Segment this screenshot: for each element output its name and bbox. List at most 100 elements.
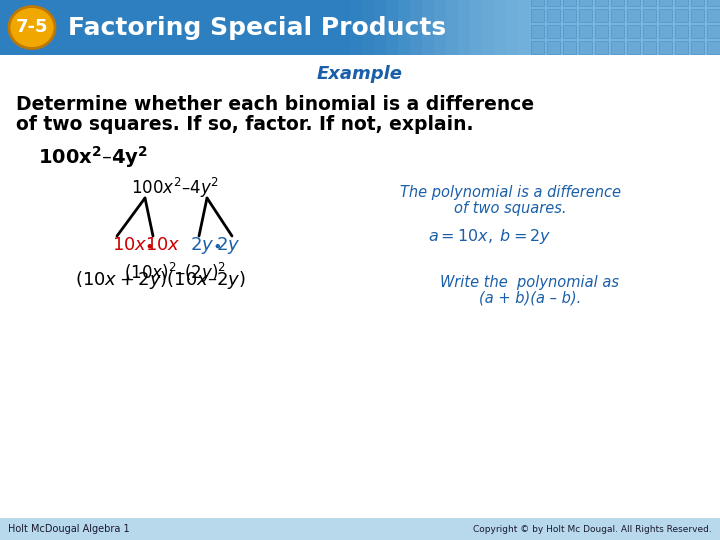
Text: $\bullet$: $\bullet$ bbox=[212, 238, 220, 253]
Text: $(10x)^2 – (2y)^2$: $(10x)^2 – (2y)^2$ bbox=[124, 261, 226, 285]
FancyBboxPatch shape bbox=[554, 0, 720, 55]
Text: $100x^2 – 4y^2$: $100x^2 – 4y^2$ bbox=[131, 176, 219, 200]
FancyBboxPatch shape bbox=[531, 41, 544, 54]
FancyBboxPatch shape bbox=[691, 25, 704, 38]
FancyBboxPatch shape bbox=[643, 0, 656, 6]
FancyBboxPatch shape bbox=[659, 9, 672, 22]
FancyBboxPatch shape bbox=[422, 0, 720, 55]
FancyBboxPatch shape bbox=[547, 41, 560, 54]
FancyBboxPatch shape bbox=[643, 9, 656, 22]
FancyBboxPatch shape bbox=[531, 9, 544, 22]
FancyBboxPatch shape bbox=[691, 41, 704, 54]
FancyBboxPatch shape bbox=[707, 41, 720, 54]
Text: (a + b)(a – b).: (a + b)(a – b). bbox=[479, 291, 581, 306]
FancyBboxPatch shape bbox=[579, 41, 592, 54]
FancyBboxPatch shape bbox=[643, 41, 656, 54]
FancyBboxPatch shape bbox=[650, 0, 720, 55]
Text: $10x$: $10x$ bbox=[112, 236, 148, 254]
FancyBboxPatch shape bbox=[707, 0, 720, 6]
FancyBboxPatch shape bbox=[691, 0, 704, 6]
Text: Determine whether each binomial is a difference: Determine whether each binomial is a dif… bbox=[16, 96, 534, 114]
FancyBboxPatch shape bbox=[386, 0, 720, 55]
FancyBboxPatch shape bbox=[531, 0, 544, 6]
FancyBboxPatch shape bbox=[611, 41, 624, 54]
FancyBboxPatch shape bbox=[627, 0, 640, 6]
FancyBboxPatch shape bbox=[698, 0, 720, 55]
FancyBboxPatch shape bbox=[707, 25, 720, 38]
FancyBboxPatch shape bbox=[626, 0, 720, 55]
Text: $a = 10x,\;  b = 2y$: $a = 10x,\; b = 2y$ bbox=[428, 226, 552, 246]
FancyBboxPatch shape bbox=[362, 0, 720, 55]
FancyBboxPatch shape bbox=[494, 0, 720, 55]
FancyBboxPatch shape bbox=[0, 0, 720, 55]
FancyBboxPatch shape bbox=[518, 0, 720, 55]
FancyBboxPatch shape bbox=[458, 0, 720, 55]
FancyBboxPatch shape bbox=[611, 0, 624, 6]
FancyBboxPatch shape bbox=[659, 41, 672, 54]
FancyBboxPatch shape bbox=[446, 0, 720, 55]
FancyBboxPatch shape bbox=[611, 9, 624, 22]
Text: The polynomial is a difference: The polynomial is a difference bbox=[400, 185, 621, 199]
FancyBboxPatch shape bbox=[611, 25, 624, 38]
FancyBboxPatch shape bbox=[398, 0, 720, 55]
Text: of two squares.: of two squares. bbox=[454, 200, 566, 215]
FancyBboxPatch shape bbox=[627, 41, 640, 54]
FancyBboxPatch shape bbox=[595, 25, 608, 38]
Text: $(10x + 2y)(10x – 2y)$: $(10x + 2y)(10x – 2y)$ bbox=[75, 269, 246, 291]
FancyBboxPatch shape bbox=[659, 25, 672, 38]
FancyBboxPatch shape bbox=[578, 0, 720, 55]
FancyBboxPatch shape bbox=[374, 0, 720, 55]
FancyBboxPatch shape bbox=[434, 0, 720, 55]
FancyBboxPatch shape bbox=[659, 0, 672, 6]
FancyBboxPatch shape bbox=[566, 0, 720, 55]
FancyBboxPatch shape bbox=[662, 0, 720, 55]
Text: $\bullet$: $\bullet$ bbox=[143, 238, 153, 253]
Text: of two squares. If so, factor. If not, explain.: of two squares. If so, factor. If not, e… bbox=[16, 116, 474, 134]
FancyBboxPatch shape bbox=[638, 0, 720, 55]
FancyBboxPatch shape bbox=[595, 0, 608, 6]
Text: Factoring Special Products: Factoring Special Products bbox=[68, 16, 446, 39]
FancyBboxPatch shape bbox=[675, 0, 688, 6]
Text: $\bf{100x^2}$$\bf{ – 4y^2}$: $\bf{100x^2}$$\bf{ – 4y^2}$ bbox=[38, 144, 148, 170]
Ellipse shape bbox=[9, 6, 55, 49]
FancyBboxPatch shape bbox=[675, 9, 688, 22]
FancyBboxPatch shape bbox=[674, 0, 720, 55]
FancyBboxPatch shape bbox=[563, 9, 576, 22]
FancyBboxPatch shape bbox=[643, 25, 656, 38]
FancyBboxPatch shape bbox=[506, 0, 720, 55]
FancyBboxPatch shape bbox=[627, 25, 640, 38]
FancyBboxPatch shape bbox=[470, 0, 720, 55]
FancyBboxPatch shape bbox=[579, 9, 592, 22]
FancyBboxPatch shape bbox=[547, 0, 560, 6]
Text: Example: Example bbox=[317, 65, 403, 83]
FancyBboxPatch shape bbox=[547, 9, 560, 22]
Text: $2y$: $2y$ bbox=[216, 234, 240, 255]
FancyBboxPatch shape bbox=[579, 0, 592, 6]
FancyBboxPatch shape bbox=[547, 25, 560, 38]
FancyBboxPatch shape bbox=[530, 0, 720, 55]
FancyBboxPatch shape bbox=[531, 25, 544, 38]
Text: Copyright © by Holt Mc Dougal. All Rights Reserved.: Copyright © by Holt Mc Dougal. All Right… bbox=[473, 524, 712, 534]
FancyBboxPatch shape bbox=[595, 9, 608, 22]
FancyBboxPatch shape bbox=[614, 0, 720, 55]
FancyBboxPatch shape bbox=[675, 25, 688, 38]
FancyBboxPatch shape bbox=[482, 0, 720, 55]
Text: Holt McDougal Algebra 1: Holt McDougal Algebra 1 bbox=[8, 524, 130, 534]
FancyBboxPatch shape bbox=[686, 0, 720, 55]
FancyBboxPatch shape bbox=[0, 518, 720, 540]
FancyBboxPatch shape bbox=[627, 9, 640, 22]
FancyBboxPatch shape bbox=[707, 9, 720, 22]
FancyBboxPatch shape bbox=[410, 0, 720, 55]
FancyBboxPatch shape bbox=[563, 0, 576, 6]
Text: $10x$: $10x$ bbox=[145, 236, 181, 254]
FancyBboxPatch shape bbox=[590, 0, 720, 55]
FancyBboxPatch shape bbox=[602, 0, 720, 55]
FancyBboxPatch shape bbox=[675, 41, 688, 54]
FancyBboxPatch shape bbox=[563, 41, 576, 54]
Text: 7-5: 7-5 bbox=[16, 18, 48, 37]
FancyBboxPatch shape bbox=[542, 0, 720, 55]
FancyBboxPatch shape bbox=[563, 25, 576, 38]
FancyBboxPatch shape bbox=[595, 41, 608, 54]
Text: Write the  polynomial as: Write the polynomial as bbox=[441, 274, 619, 289]
FancyBboxPatch shape bbox=[691, 9, 704, 22]
